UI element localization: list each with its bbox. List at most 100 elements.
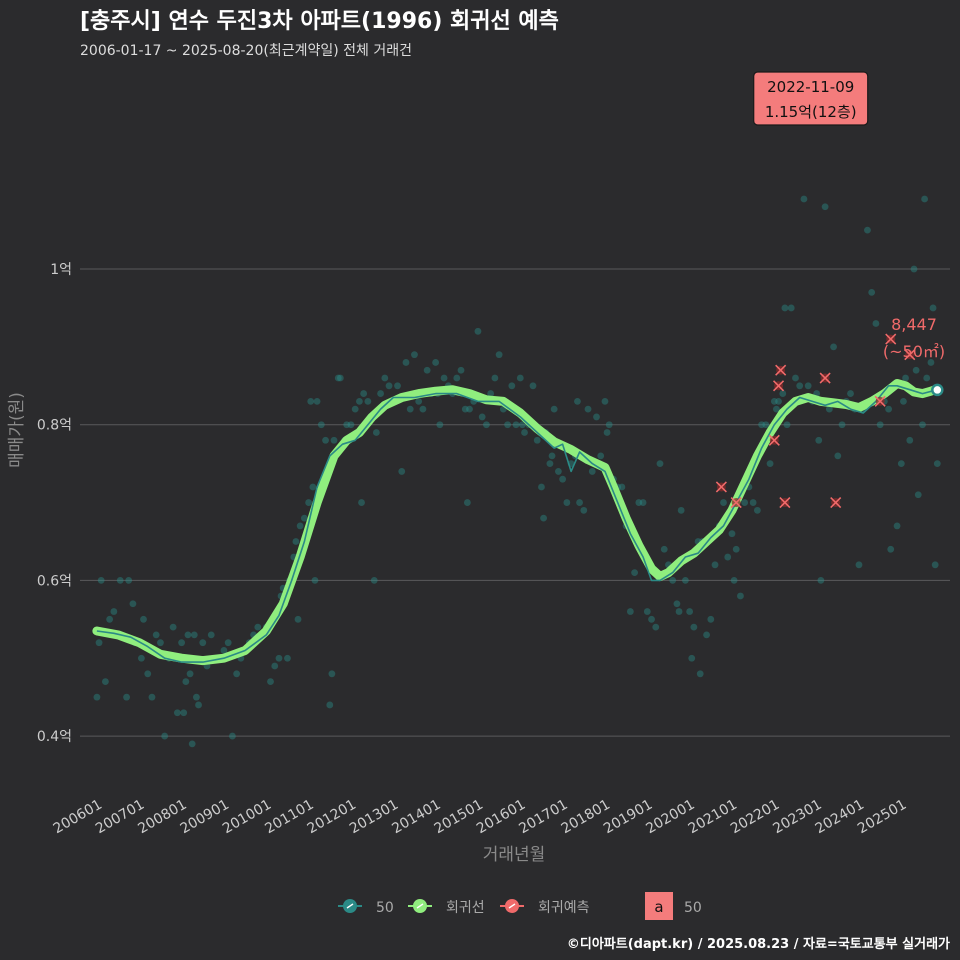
trade-point [457,366,465,374]
trade-point [800,195,808,203]
trade-point [385,382,393,390]
trade-point [193,693,200,701]
trade-point [817,576,825,584]
last-trade-marker [931,383,944,397]
trade-point [885,405,893,413]
trade-point [296,522,304,530]
trade-point [690,623,698,631]
trade-point [491,374,499,382]
trade-point [603,429,611,436]
trade-point [521,429,528,436]
trade-point [639,499,647,506]
forecast-point-cross [768,434,780,446]
trade-point [377,390,384,397]
trade-point [184,631,192,639]
trade-point [635,499,643,506]
trade-point [855,561,863,569]
trade-point [300,514,308,522]
trade-point [783,421,791,429]
trade-point [696,670,704,678]
forecast-point [874,395,886,407]
legend-label: 회귀예측 [538,900,590,916]
legend-key-box [645,892,673,920]
trade-point [419,405,427,413]
legend-label: 50 [376,900,394,916]
trade-point [372,429,380,436]
trade-point [597,452,605,460]
y-tick-label: 0.8억 [37,418,72,434]
trade-point [322,436,329,444]
trade-point [773,405,780,413]
trade-point [123,693,130,701]
trade-point [144,670,152,678]
trade-point [275,654,283,662]
trade-point [233,670,241,678]
trade-point [182,678,190,685]
trade-point [463,499,471,506]
trade-point [307,397,315,405]
forecast-point [904,349,916,361]
trade-point [199,639,207,647]
trade-point [381,374,389,382]
trade-point [677,506,685,514]
chart-title: [충주시] 연수 두진3차 아파트(1996) 회귀선 예측 [80,9,559,34]
trade-point [195,701,202,709]
trade-point [267,678,274,685]
trade-point [538,483,545,491]
trade-point [169,623,177,631]
trade-point [724,553,732,561]
trade-point [529,382,537,390]
trade-point [900,397,907,405]
trade-point [921,195,928,203]
trade-point [95,639,103,647]
trade-point [317,421,325,429]
trade-point [574,397,581,405]
y-axis-label: 매매가(원) [7,392,27,468]
trade-point [330,436,338,444]
trade-point [309,483,317,491]
trade-point [402,359,410,366]
legend-key-mark [346,903,354,909]
trade-point [370,576,378,584]
trade-point [313,397,321,405]
trade-point [478,413,486,421]
trade-point [271,662,279,670]
trade-point [770,397,778,405]
trade-point [931,561,939,569]
max-price-label-box [753,71,869,126]
trade-point [584,405,592,413]
trade-point [648,615,655,623]
trade-point [563,499,571,506]
forecast-point-cross [775,364,787,376]
trade-point [157,639,164,647]
trade-point [703,631,710,639]
trade-point [728,530,736,538]
trade-point [779,390,787,397]
trade-point [292,538,300,545]
trade-point [673,600,681,608]
trade-point [284,654,291,662]
trade-point [347,421,355,429]
max-price-value: 1.15억(12층) [765,103,857,121]
forecast-point [885,333,897,345]
trade-point [106,615,114,623]
forecast-point-cross [730,496,742,509]
trade-point [656,460,664,468]
trade-point [675,608,683,615]
forecast-point [772,380,785,392]
trade-point [129,600,137,608]
trend-series [92,379,942,666]
trade-point [730,576,738,584]
trade-point [224,639,232,647]
trade-point [711,561,719,569]
forecast-point [768,434,780,446]
trade-point [887,545,895,553]
trade-point [356,397,363,405]
trade-point [423,366,431,374]
credit-text: ©디아파트(dapt.kr) / 2025.08.23 / 자료=국토교통부 실… [567,936,950,952]
forecast-point-cross [874,395,886,407]
forecast-point-cross [715,481,727,493]
trade-point [415,397,423,405]
trade-point [461,405,469,413]
trade-point [876,421,884,429]
